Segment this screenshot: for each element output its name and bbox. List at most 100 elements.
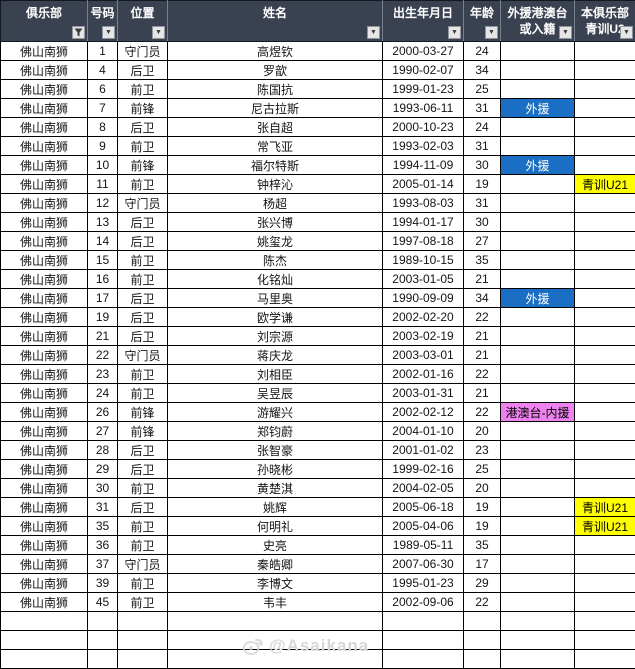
cell-name[interactable]: 秦皓卿 — [168, 555, 383, 574]
cell-birthdate[interactable]: 1989-05-11 — [383, 536, 464, 555]
filter-button[interactable]: ▼ — [152, 26, 165, 39]
cell-club[interactable]: 佛山南狮 — [1, 175, 88, 194]
cell-status[interactable] — [501, 213, 575, 232]
cell-youth[interactable]: 青训U21 — [575, 175, 635, 194]
cell-position[interactable]: 前卫 — [118, 80, 168, 99]
cell-position[interactable]: 前锋 — [118, 99, 168, 118]
filter-button[interactable]: ▼ — [485, 26, 498, 39]
cell-birthdate[interactable]: 2004-02-05 — [383, 479, 464, 498]
cell-position[interactable]: 前锋 — [118, 156, 168, 175]
cell-name[interactable]: 黄楚淇 — [168, 479, 383, 498]
cell-youth[interactable] — [575, 137, 635, 156]
cell-position[interactable]: 后卫 — [118, 118, 168, 137]
cell-age[interactable]: 23 — [464, 441, 501, 460]
cell-birthdate[interactable]: 2007-06-30 — [383, 555, 464, 574]
cell-age[interactable]: 20 — [464, 422, 501, 441]
cell-age[interactable]: 30 — [464, 156, 501, 175]
cell-youth[interactable] — [575, 327, 635, 346]
cell-club[interactable]: 佛山南狮 — [1, 574, 88, 593]
cell-number[interactable]: 39 — [88, 574, 118, 593]
cell-birthdate[interactable]: 2004-01-10 — [383, 422, 464, 441]
cell-birthdate[interactable]: 2001-01-02 — [383, 441, 464, 460]
filter-button[interactable]: ▼ — [559, 26, 572, 39]
cell-number[interactable]: 19 — [88, 308, 118, 327]
cell-name[interactable]: 李博文 — [168, 574, 383, 593]
cell-birthdate[interactable]: 1999-02-16 — [383, 460, 464, 479]
cell-number[interactable] — [88, 631, 118, 650]
cell-status[interactable] — [501, 593, 575, 612]
cell-age[interactable]: 31 — [464, 99, 501, 118]
cell-club[interactable]: 佛山南狮 — [1, 327, 88, 346]
cell-number[interactable]: 26 — [88, 403, 118, 422]
cell-number[interactable]: 22 — [88, 346, 118, 365]
cell-name[interactable]: 蒋庆龙 — [168, 346, 383, 365]
cell-age[interactable]: 19 — [464, 517, 501, 536]
cell-position[interactable]: 守门员 — [118, 194, 168, 213]
cell-age[interactable]: 35 — [464, 536, 501, 555]
cell-number[interactable]: 27 — [88, 422, 118, 441]
cell-age[interactable] — [464, 631, 501, 650]
cell-birthdate[interactable]: 1990-09-09 — [383, 289, 464, 308]
cell-position[interactable]: 前卫 — [118, 365, 168, 384]
filter-button[interactable]: ▼ — [448, 26, 461, 39]
cell-position[interactable]: 前卫 — [118, 593, 168, 612]
cell-number[interactable]: 23 — [88, 365, 118, 384]
cell-name[interactable]: 欧学谦 — [168, 308, 383, 327]
cell-birthdate[interactable]: 1995-01-23 — [383, 574, 464, 593]
cell-youth[interactable] — [575, 574, 635, 593]
cell-age[interactable]: 34 — [464, 61, 501, 80]
cell-age[interactable]: 29 — [464, 574, 501, 593]
cell-position[interactable]: 前卫 — [118, 536, 168, 555]
cell-name[interactable]: 史亮 — [168, 536, 383, 555]
cell-youth[interactable] — [575, 631, 635, 650]
cell-number[interactable]: 37 — [88, 555, 118, 574]
cell-name[interactable]: 韦丰 — [168, 593, 383, 612]
cell-birthdate[interactable]: 2002-09-06 — [383, 593, 464, 612]
cell-birthdate[interactable]: 2002-01-16 — [383, 365, 464, 384]
cell-club[interactable]: 佛山南狮 — [1, 346, 88, 365]
cell-number[interactable]: 15 — [88, 251, 118, 270]
cell-name[interactable]: 游耀兴 — [168, 403, 383, 422]
cell-youth[interactable]: 青训U21 — [575, 517, 635, 536]
cell-club[interactable]: 佛山南狮 — [1, 365, 88, 384]
cell-age[interactable]: 22 — [464, 308, 501, 327]
cell-age[interactable]: 21 — [464, 327, 501, 346]
cell-age[interactable]: 24 — [464, 42, 501, 61]
cell-youth[interactable] — [575, 194, 635, 213]
cell-number[interactable]: 28 — [88, 441, 118, 460]
cell-number[interactable]: 7 — [88, 99, 118, 118]
cell-birthdate[interactable]: 1989-10-15 — [383, 251, 464, 270]
cell-position[interactable]: 前卫 — [118, 251, 168, 270]
cell-name[interactable]: 姚玺龙 — [168, 232, 383, 251]
cell-youth[interactable] — [575, 289, 635, 308]
cell-status[interactable] — [501, 61, 575, 80]
cell-age[interactable]: 21 — [464, 346, 501, 365]
cell-position[interactable]: 前卫 — [118, 479, 168, 498]
cell-age[interactable]: 20 — [464, 479, 501, 498]
cell-age[interactable]: 24 — [464, 118, 501, 137]
cell-birthdate[interactable]: 1994-11-09 — [383, 156, 464, 175]
cell-status[interactable] — [501, 42, 575, 61]
cell-number[interactable]: 31 — [88, 498, 118, 517]
cell-position[interactable]: 后卫 — [118, 232, 168, 251]
cell-club[interactable]: 佛山南狮 — [1, 403, 88, 422]
cell-status[interactable] — [501, 441, 575, 460]
cell-number[interactable]: 1 — [88, 42, 118, 61]
cell-status[interactable] — [501, 251, 575, 270]
cell-age[interactable]: 17 — [464, 555, 501, 574]
cell-youth[interactable] — [575, 61, 635, 80]
cell-status[interactable] — [501, 118, 575, 137]
cell-name[interactable]: 杨超 — [168, 194, 383, 213]
cell-name[interactable]: 高煜钦 — [168, 42, 383, 61]
cell-status[interactable] — [501, 631, 575, 650]
cell-name[interactable]: 马里奥 — [168, 289, 383, 308]
cell-birthdate[interactable]: 2000-10-23 — [383, 118, 464, 137]
cell-club[interactable]: 佛山南狮 — [1, 422, 88, 441]
cell-number[interactable]: 36 — [88, 536, 118, 555]
cell-name[interactable]: 刘宗源 — [168, 327, 383, 346]
cell-position[interactable]: 前锋 — [118, 422, 168, 441]
cell-position[interactable]: 前卫 — [118, 384, 168, 403]
cell-age[interactable]: 19 — [464, 498, 501, 517]
cell-status[interactable] — [501, 612, 575, 631]
cell-age[interactable]: 35 — [464, 251, 501, 270]
